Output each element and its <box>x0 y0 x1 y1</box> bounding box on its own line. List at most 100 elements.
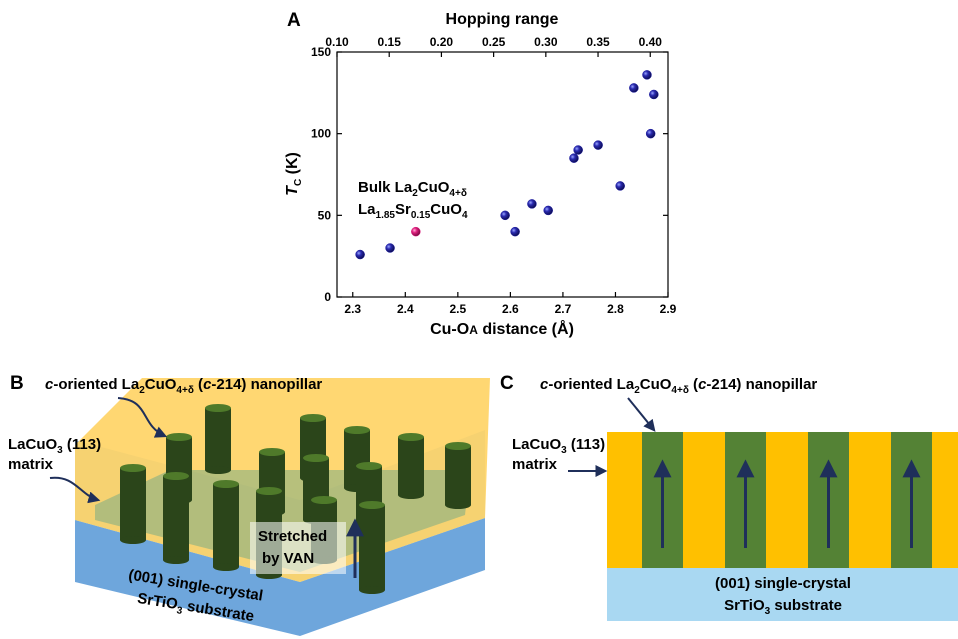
label-part: LaCuO <box>512 436 562 453</box>
nanopillar <box>120 468 146 540</box>
label-part: 2 <box>139 385 145 396</box>
nanopillar <box>445 446 471 505</box>
matrix-label: LaCuO3 (113) <box>8 436 101 456</box>
data-point <box>500 210 510 221</box>
y-axis-title-part: T <box>284 185 301 196</box>
y-axis-title-part: (K) <box>284 152 301 179</box>
x-tick-label: 2.7 <box>555 302 572 316</box>
nanopillar-top <box>311 496 337 504</box>
x-tick-label: 2.9 <box>660 302 677 316</box>
data-point <box>649 89 659 100</box>
annotation: La1.85Sr0.15CuO4 <box>358 201 468 221</box>
x-tick-label: 2.4 <box>397 302 414 316</box>
nanopillar-top <box>259 448 285 456</box>
nanopillar-top <box>356 462 382 470</box>
label-part: LaCuO <box>8 436 58 453</box>
nanopillar-top <box>166 433 192 441</box>
label-part: c <box>45 376 54 393</box>
pointer-arrow <box>117 397 168 438</box>
x-axis-title-part: A <box>469 323 478 337</box>
x-tick-label: 2.6 <box>502 302 519 316</box>
label: SrTiO3 substrate <box>724 597 842 617</box>
nanopillar-base <box>398 491 424 499</box>
label-part: ( <box>194 376 203 393</box>
label-part: 3 <box>561 445 567 456</box>
label-box <box>250 522 346 574</box>
label-part: (113) <box>63 436 101 453</box>
matrix-label: LaCuO3 (113) <box>512 436 605 456</box>
panel-letter: C <box>500 373 514 394</box>
annotation-part: 1.85 <box>376 210 396 221</box>
annotation-part: 2 <box>412 188 418 199</box>
y-tick-label: 150 <box>311 45 331 59</box>
data-point <box>645 128 656 139</box>
nanopillar-top <box>213 480 239 488</box>
label-part: -oriented La <box>548 376 634 393</box>
x-axis-title-part: distance (Å) <box>478 319 574 338</box>
nanopillar-top <box>120 464 146 472</box>
nanopillar <box>213 484 239 567</box>
nanopillar-base <box>213 563 239 571</box>
x2-tick-label: 0.20 <box>430 35 454 49</box>
data-point <box>629 83 639 93</box>
label-part: -214) nanopillar <box>706 376 817 393</box>
annotation-part: Bulk La <box>358 179 413 196</box>
annotation-part: CuO <box>430 201 462 218</box>
x2-tick-label: 0.30 <box>534 35 558 49</box>
nanopillar-base <box>359 586 385 594</box>
panel-letter: A <box>287 10 301 31</box>
nanopillar <box>163 476 189 560</box>
matrix-label: matrix <box>8 456 54 473</box>
nanopillar-top <box>398 433 424 441</box>
pillar-label: c-oriented La2CuO4+δ (c-214) nanopillar <box>540 376 817 396</box>
label-part: c <box>203 376 212 393</box>
data-point <box>573 145 583 155</box>
data-point <box>510 226 520 237</box>
label-part: c <box>540 376 549 393</box>
x-axis-title: Cu-OA distance (Å) <box>430 319 574 338</box>
label-part: -214) nanopillar <box>211 376 322 393</box>
plot-frame <box>336 51 669 298</box>
label-part: SrTiO <box>136 590 179 613</box>
annotation-part: La <box>358 201 376 218</box>
label-part: 3 <box>176 605 184 617</box>
x2-tick-label: 0.15 <box>378 35 402 49</box>
data-point <box>355 249 365 260</box>
label: (001) single-crystal <box>715 575 851 592</box>
annotation-part: 0.15 <box>411 210 431 221</box>
pillar-label: c-oriented La2CuO4+δ (c-214) nanopillar <box>45 376 322 396</box>
x-tick-label: 2.3 <box>344 302 361 316</box>
y-tick-label: 100 <box>311 127 331 141</box>
label-part: 2 <box>634 385 640 396</box>
nanopillar <box>205 408 231 470</box>
nanopillar-base <box>163 556 189 564</box>
nanopillar-top <box>163 472 189 480</box>
label-part: 4+δ <box>176 385 193 396</box>
nanopillar-base <box>120 536 146 544</box>
nanopillar-top <box>445 442 471 450</box>
annotation-part: Sr <box>395 201 411 218</box>
pointer-arrow <box>627 397 656 432</box>
nanopillar-top <box>344 426 370 434</box>
annotation-part: 4+δ <box>449 188 466 199</box>
y-axis-title-part: C <box>293 179 304 186</box>
label: Stretched <box>258 528 327 545</box>
label-part: substrate <box>770 597 842 614</box>
label-part: -oriented La <box>53 376 139 393</box>
top-axis-title: Hopping range <box>446 11 559 28</box>
nanopillar-base <box>445 501 471 509</box>
annotation-part: 4 <box>462 210 468 221</box>
data-point <box>543 205 553 216</box>
data-point <box>593 140 603 150</box>
data-point <box>642 70 652 80</box>
label-part: (113) <box>567 436 605 453</box>
x-tick-label: 2.5 <box>449 302 466 316</box>
x2-tick-label: 0.35 <box>586 35 610 49</box>
nanopillar-top <box>205 404 231 412</box>
x2-tick-label: 0.25 <box>482 35 506 49</box>
data-point <box>385 243 395 253</box>
x-tick-label: 2.8 <box>607 302 624 316</box>
panel-letter: B <box>10 373 24 394</box>
nanopillar-top <box>256 487 282 495</box>
